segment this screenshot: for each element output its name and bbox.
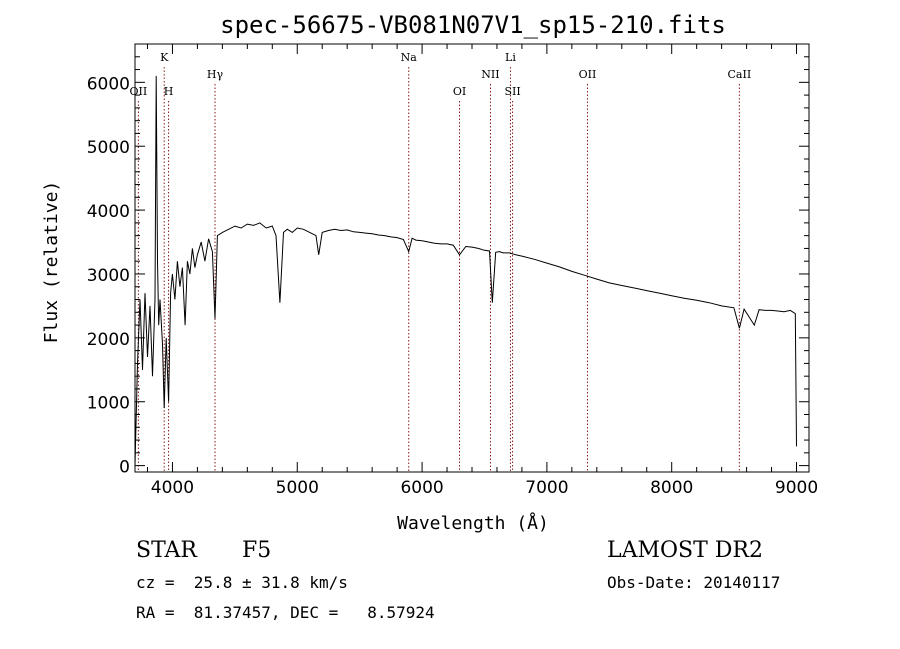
line-marker-label: CaII: [728, 68, 752, 81]
y-tick-label: 5000: [87, 138, 130, 158]
y-tick-label: 3000: [87, 266, 130, 286]
chart-title: spec-56675-VB081N07V1_sp15-210.fits: [220, 11, 726, 39]
x-tick-label: 9000: [775, 478, 818, 498]
x-tick-label: 4000: [151, 478, 194, 498]
line-marker-label: Li: [505, 51, 516, 64]
y-tick-label: 0: [119, 458, 130, 478]
observation-date: Obs-Date: 20140117: [607, 573, 781, 592]
y-axis-label: Flux (relative): [41, 181, 62, 344]
coordinates: RA = 81.37457, DEC = 8.57924: [136, 603, 435, 622]
survey-name: LAMOST DR2: [607, 538, 763, 563]
line-marker-label: SII: [504, 85, 520, 98]
object-type: STAR: [136, 538, 197, 563]
y-tick-label: 1000: [87, 394, 130, 414]
line-marker-label: OII: [130, 85, 148, 98]
plot-frame: [134, 43, 810, 473]
x-axis-label: Wavelength (Å): [397, 512, 549, 534]
line-marker-label: NII: [481, 68, 499, 81]
line-marker-label: Na: [401, 51, 418, 64]
y-tick-label: 4000: [87, 202, 130, 222]
subclass: F5: [242, 538, 272, 563]
redshift-velocity: cz = 25.8 ± 31.8 km/s: [136, 573, 348, 592]
line-marker-label: H: [164, 85, 174, 98]
y-tick-label: 6000: [87, 74, 130, 94]
line-marker-label: OI: [453, 85, 466, 98]
x-tick-label: 8000: [650, 478, 693, 498]
line-marker-label: OII: [579, 68, 597, 81]
line-marker-label: Hγ: [207, 68, 224, 81]
x-tick-label: 7000: [525, 478, 568, 498]
axes: 4000 5000 6000 7000 8000 9000 0 1000 2000 3000 400…: [87, 43, 818, 498]
line-markers: OII K H Hγ Na OI NII Li SII OII CaII: [130, 51, 752, 472]
spectrum-line: [134, 75, 797, 466]
y-tick-label: 2000: [87, 330, 130, 350]
x-tick-label: 5000: [276, 478, 319, 498]
x-tick-label: 6000: [400, 478, 443, 498]
line-marker-label: K: [160, 51, 169, 64]
